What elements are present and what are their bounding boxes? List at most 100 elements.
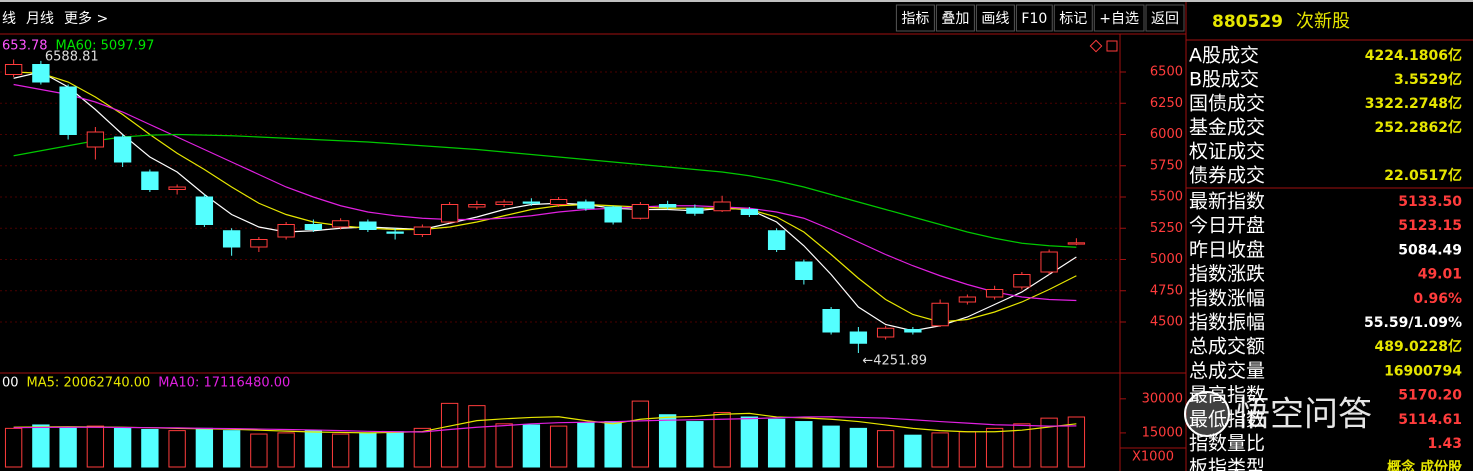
menu-item[interactable]: 月线 [26,11,54,27]
annotation: ←4251.89 [862,354,927,369]
menu-item[interactable]: 线 [2,11,16,27]
y-tick-label: 5500 [1150,190,1183,205]
volume-bar [577,422,595,468]
volume-bar [32,424,50,468]
ma-line [13,133,1077,248]
menu-item[interactable]: 更多 > [64,10,108,27]
ma-line [13,71,1077,323]
panel-label: 基金成交 [1189,117,1265,139]
volume-bar [468,405,486,468]
candle-body [32,64,50,83]
toolbar-button[interactable]: 标记 [1059,11,1087,27]
toolbar-button[interactable]: 返回 [1151,11,1179,27]
diamond-icon[interactable] [1089,39,1103,53]
volume-bar [713,411,731,468]
candle-body [1067,242,1086,245]
candle-body [141,171,159,190]
button-frame [895,4,935,32]
volume-bar [359,432,377,468]
panel-label: B股成交 [1189,69,1259,91]
candle-body [740,209,759,215]
candle-body [386,231,404,234]
panel-value: 5133.50 [1398,194,1462,210]
watermark: 悟空问答 [1236,395,1372,435]
panel-value: 16900794 [1384,363,1462,379]
panel-value: 5123.15 [1398,218,1462,234]
y-tick-label: 6500 [1150,65,1183,80]
panel-label: 指数涨跌 [1189,263,1265,285]
volume-bar [604,421,622,468]
candle-body [767,230,786,250]
candle-body [413,226,432,235]
panel-value: 1.43 [1427,436,1462,452]
volume-bar [1013,423,1031,468]
volume-bar [658,414,677,468]
panel-label: 债券成交 [1189,165,1265,187]
volume-bar [985,427,1004,468]
volume-bar [331,433,350,468]
toolbar-button[interactable]: 画线 [981,11,1009,27]
panel-value: 3322.2748亿 [1365,95,1462,112]
candle-body [277,224,295,238]
candle-body [904,329,922,333]
y-tick-label: 6250 [1150,96,1183,111]
volume-bar [904,434,922,468]
y-tick-label: 5750 [1150,158,1183,173]
volume-bar [277,432,295,468]
ma-line [13,83,1077,302]
candle-body [549,199,568,205]
panel-value: 22.0517亿 [1384,167,1462,184]
panel-value: 5084.49 [1398,242,1462,258]
y-tick-label: 6000 [1150,127,1183,142]
candle-body [931,302,949,327]
ma-line [13,416,1077,433]
panel-value: 252.2862亿 [1374,119,1462,136]
panel-value: 489.0228亿 [1374,338,1462,355]
volume-bar [631,400,650,468]
panel-name: 次新股 [1296,11,1350,32]
square-icon[interactable] [1106,40,1118,52]
panel-value: 3.5529亿 [1394,71,1462,88]
toolbar-button[interactable]: +自选 [1099,11,1139,27]
candle-body [577,201,595,209]
toolbar-button[interactable]: 指标 [901,11,929,27]
panel-label: 权证成交 [1189,141,1265,163]
candle-body [876,327,895,338]
candle-body [686,207,704,214]
volume-bar [86,425,105,468]
volume-bar [386,431,404,468]
candle-body [4,64,23,75]
panel-label: 指数涨幅 [1189,287,1265,309]
candle-body [958,296,977,303]
volume-bar [250,433,268,468]
button-frame [975,4,1015,32]
candle-body [985,289,1004,298]
candle-body [250,239,268,248]
volume-unit: X1000 [1132,450,1174,465]
volume-bar [522,424,541,468]
volume-bar [795,421,813,468]
candle-body [849,331,868,344]
candle-body [86,131,105,148]
toolbar-button[interactable]: F10 [1021,11,1047,27]
candle-body [658,204,677,208]
volume-bar [1040,417,1058,468]
legend-entry: 653.78 [2,39,48,54]
button-frame [1093,4,1145,32]
volume-legend: MA5: 20062740.00 [27,376,151,391]
toolbar-button[interactable]: 叠加 [941,11,969,27]
panel-label: 总成交额 [1189,336,1265,358]
y-tick-label: 4500 [1150,315,1183,330]
volume-bar [931,432,949,468]
button-frame [1053,4,1093,32]
candle-body [795,261,813,280]
candle-body [113,136,132,163]
panel-value: 55.59/1.09% [1364,315,1462,331]
button-frame [935,4,975,32]
ma-line [13,71,1077,332]
annotation: 6588.81 [45,49,99,64]
candle-body [304,224,323,230]
